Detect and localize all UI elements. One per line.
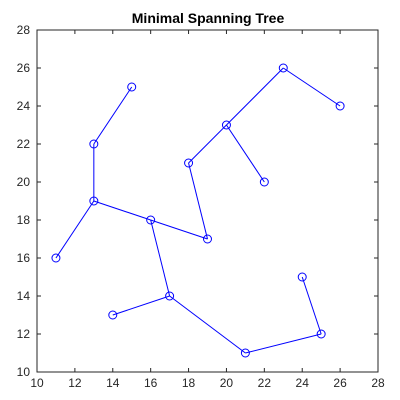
axes: 10 12 14 16 18 20 22 24 26 28 10 12 14 16 18 20 22 24 26 28: [17, 23, 385, 390]
x-tick-label: 20: [220, 376, 234, 390]
tree-node-marker: [297, 272, 307, 282]
tree-node-marker: [221, 120, 231, 130]
x-tick-label: 26: [333, 376, 347, 390]
tree-edge: [150, 219, 171, 297]
tree-edge: [245, 333, 322, 354]
tree-edge: [188, 124, 227, 164]
tree-node-marker: [335, 101, 345, 111]
tree-edge: [301, 276, 322, 335]
tree-edge: [282, 67, 341, 107]
x-tick-label: 16: [144, 376, 158, 390]
tree-node-marker: [108, 310, 118, 320]
tree-node-marker: [203, 234, 212, 244]
tree-node-marker: [184, 158, 194, 168]
tree-node-marker: [127, 82, 137, 92]
y-tick-label: 10: [17, 365, 31, 379]
x-tick-label: 22: [258, 376, 272, 390]
tree-edge: [93, 200, 151, 221]
y-tick-label: 12: [17, 327, 31, 341]
y-tick-label: 24: [17, 99, 31, 113]
tree-edge: [169, 295, 246, 354]
x-tick-label: 12: [68, 376, 82, 390]
x-tick-label: 10: [30, 376, 44, 390]
x-tick-label: 24: [296, 376, 310, 390]
axes-box: [36, 29, 379, 373]
y-tick-label: 20: [17, 175, 31, 189]
x-tick-label: 14: [106, 376, 120, 390]
tree-node-marker: [89, 139, 99, 149]
tree-edge: [226, 124, 265, 183]
tree-edge: [55, 200, 95, 259]
tree-node-marker: [278, 63, 288, 73]
nodes-layer: [51, 63, 345, 358]
plot-area: [51, 63, 345, 358]
x-tick-label: 28: [371, 376, 385, 390]
tree-node-marker: [165, 291, 175, 301]
y-tick-label: 28: [17, 23, 31, 37]
y-tick-label: 22: [17, 137, 31, 151]
y-tick-label: 14: [17, 289, 31, 303]
tree-node-marker: [89, 196, 99, 206]
tree-node-marker: [240, 348, 250, 358]
tree-node-marker: [51, 253, 61, 263]
tree-edge: [112, 295, 170, 316]
y-tick-label: 26: [17, 61, 31, 75]
x-tick-label: 18: [182, 376, 196, 390]
chart-title: Minimal Spanning Tree: [132, 10, 285, 26]
y-tick-label: 18: [17, 213, 31, 227]
y-tick-label: 16: [17, 251, 31, 265]
tree-node-marker: [259, 177, 269, 187]
tree-node-marker: [146, 215, 156, 225]
tree-edge: [150, 219, 208, 240]
edges-layer: [55, 67, 341, 354]
tree-edge: [93, 86, 133, 145]
tree-edge: [188, 162, 208, 240]
tree-edge: [226, 67, 284, 126]
tree-node-marker: [316, 329, 326, 339]
